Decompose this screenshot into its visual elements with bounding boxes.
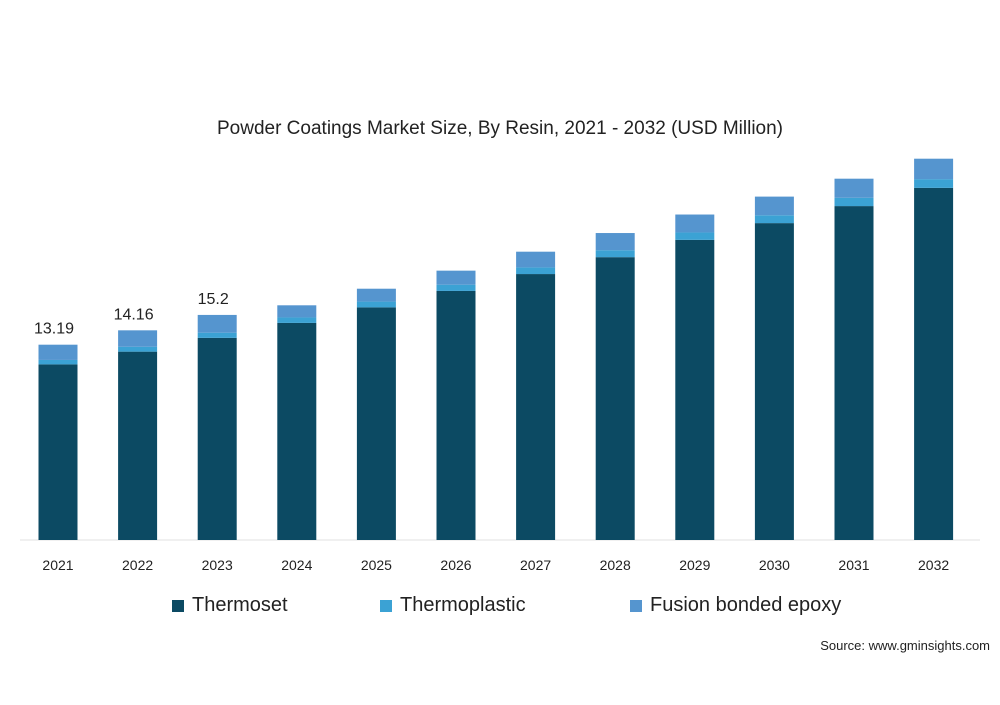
- data-label-2023: 15.2: [198, 291, 229, 308]
- bar-fusion-bonded-epoxy-2027: [516, 251, 556, 268]
- legend-label-fusion-bonded-epoxy: Fusion bonded epoxy: [650, 594, 842, 616]
- bar-thermoset-2027: [516, 274, 556, 540]
- source-note: Source: www.gminsights.com: [820, 638, 990, 653]
- bar-thermoplastic-2026: [436, 284, 476, 291]
- bar-fusion-bonded-epoxy-2021: [38, 344, 78, 360]
- legend-swatch-fusion-bonded-epoxy: [630, 599, 642, 612]
- x-tick-label-2032: 2032: [918, 557, 949, 573]
- legend: Thermoset Thermoplastic Fusion bonded ep…: [0, 594, 1000, 620]
- bar-thermoset-2024: [277, 322, 317, 540]
- bar-thermoplastic-2021: [38, 359, 78, 365]
- bar-thermoset-2023: [197, 337, 237, 540]
- bar-thermoplastic-2032: [914, 179, 954, 188]
- bar-thermoplastic-2024: [277, 317, 317, 323]
- x-tick-label-2025: 2025: [361, 557, 392, 573]
- x-tick-label-2028: 2028: [600, 557, 631, 573]
- bar-thermoset-2032: [914, 187, 954, 540]
- bar-thermoplastic-2031: [834, 197, 874, 207]
- chart-title: Powder Coatings Market Size, By Resin, 2…: [216, 118, 783, 139]
- x-tick-label-2026: 2026: [440, 557, 471, 573]
- x-tick-label-2023: 2023: [202, 557, 233, 573]
- x-tick-label-2030: 2030: [759, 557, 790, 573]
- bar-thermoset-2026: [436, 290, 476, 540]
- bar-fusion-bonded-epoxy-2032: [914, 158, 954, 180]
- legend-label-thermoset: Thermoset: [192, 594, 288, 616]
- x-tick-label-2022: 2022: [122, 557, 153, 573]
- bar-thermoset-2021: [38, 364, 78, 540]
- legend-item-fusion-bonded-epoxy: Fusion bonded epoxy: [630, 594, 841, 617]
- bar-fusion-bonded-epoxy-2030: [754, 196, 794, 216]
- legend-swatch-thermoset: [172, 599, 184, 612]
- bar-thermoset-2028: [595, 257, 635, 540]
- legend-swatch-thermoplastic: [380, 599, 392, 612]
- bar-fusion-bonded-epoxy-2031: [834, 178, 874, 198]
- x-tick-label-2024: 2024: [281, 557, 312, 573]
- data-label-2021: 13.19: [34, 321, 74, 338]
- legend-label-thermoplastic: Thermoplastic: [400, 594, 526, 616]
- bar-thermoset-2025: [356, 307, 396, 540]
- bar-thermoplastic-2029: [675, 232, 715, 240]
- x-tick-label-2027: 2027: [520, 557, 551, 573]
- bar-fusion-bonded-epoxy-2023: [197, 314, 237, 333]
- bar-thermoset-2031: [834, 206, 874, 540]
- x-tick-label-2029: 2029: [679, 557, 710, 573]
- bar-thermoset-2030: [754, 223, 794, 540]
- x-tick-label-2021: 2021: [42, 557, 73, 573]
- bar-thermoplastic-2022: [118, 346, 158, 352]
- legend-item-thermoplastic: Thermoplastic: [380, 594, 526, 617]
- chart-panel: [0, 88, 1000, 670]
- bar-thermoplastic-2030: [754, 215, 794, 224]
- bar-fusion-bonded-epoxy-2024: [277, 305, 317, 318]
- x-tick-label-2031: 2031: [838, 557, 869, 573]
- bar-fusion-bonded-epoxy-2026: [436, 270, 476, 285]
- bar-fusion-bonded-epoxy-2022: [118, 330, 158, 347]
- bar-thermoplastic-2028: [595, 250, 635, 258]
- bar-fusion-bonded-epoxy-2029: [675, 214, 715, 233]
- bar-thermoset-2029: [675, 239, 715, 540]
- bar-thermoplastic-2027: [516, 267, 556, 275]
- bar-thermoplastic-2025: [356, 301, 396, 308]
- bar-thermoset-2022: [118, 351, 158, 540]
- legend-item-thermoset: Thermoset: [172, 594, 288, 617]
- bar-fusion-bonded-epoxy-2028: [595, 233, 635, 251]
- bar-fusion-bonded-epoxy-2025: [356, 288, 396, 302]
- data-label-2022: 14.16: [114, 306, 154, 323]
- bar-thermoplastic-2023: [197, 332, 237, 338]
